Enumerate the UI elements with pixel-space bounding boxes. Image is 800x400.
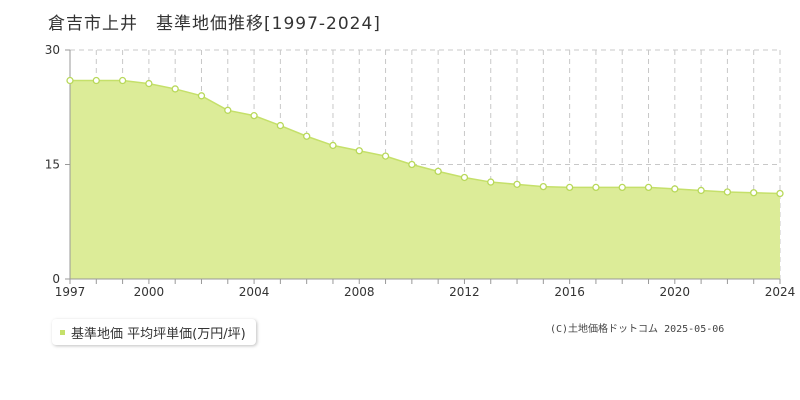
y-tick-label: 30 — [45, 43, 60, 57]
data-point — [118, 76, 127, 85]
data-point — [487, 178, 495, 186]
data-point — [592, 183, 600, 192]
data-point — [434, 167, 442, 176]
data-point — [513, 180, 521, 188]
x-tick-label: 1997 — [55, 285, 86, 299]
data-point — [565, 183, 574, 192]
x-tick-label: 2000 — [134, 285, 165, 299]
x-tick-label: 2008 — [344, 285, 375, 299]
data-point — [66, 76, 74, 85]
data-point — [776, 189, 784, 198]
data-point — [197, 92, 206, 100]
series-line — [70, 79, 781, 195]
data-point — [276, 121, 285, 130]
data-point — [618, 183, 626, 192]
data-point — [408, 160, 416, 169]
chart-title: 倉吉市上井 基準地価推移[1997-2024] — [48, 14, 381, 34]
legend-label: 基準地価 平均坪単価(万円/坪) — [71, 326, 246, 342]
x-tick-label: 2012 — [449, 285, 480, 299]
data-point — [644, 183, 653, 192]
x-tick-label: 2016 — [554, 285, 585, 299]
data-point — [171, 85, 179, 93]
data-point — [750, 189, 758, 197]
axis-layer — [65, 49, 781, 284]
data-point — [539, 182, 547, 191]
data-point — [303, 132, 311, 140]
y-tick-label: 0 — [52, 272, 60, 286]
data-point — [145, 79, 153, 88]
x-tick-label: 2004 — [239, 285, 270, 299]
data-point — [671, 185, 679, 193]
x-tick-label: 2020 — [660, 285, 691, 299]
marker-layer — [66, 76, 784, 198]
copyright-text: (C)土地価格ドットコム 2025-05-06 — [550, 324, 725, 335]
data-point — [92, 76, 100, 85]
label-layer: 0 15 30 1997 2000 2004 2008 2012 2016 2020 2024 — [45, 43, 796, 299]
data-point — [723, 188, 732, 196]
data-point — [460, 173, 469, 182]
data-point — [250, 111, 258, 120]
series-area — [70, 80, 780, 280]
y-tick-label: 15 — [45, 158, 60, 172]
data-point — [224, 106, 232, 114]
data-point — [329, 141, 337, 150]
legend: 基準地価 平均坪単価(万円/坪) — [52, 319, 256, 345]
legend-marker — [60, 329, 65, 335]
area-layer — [70, 79, 781, 280]
data-point — [697, 186, 705, 195]
data-point — [355, 147, 363, 155]
x-tick-label: 2024 — [765, 285, 796, 299]
data-point — [381, 152, 390, 160]
